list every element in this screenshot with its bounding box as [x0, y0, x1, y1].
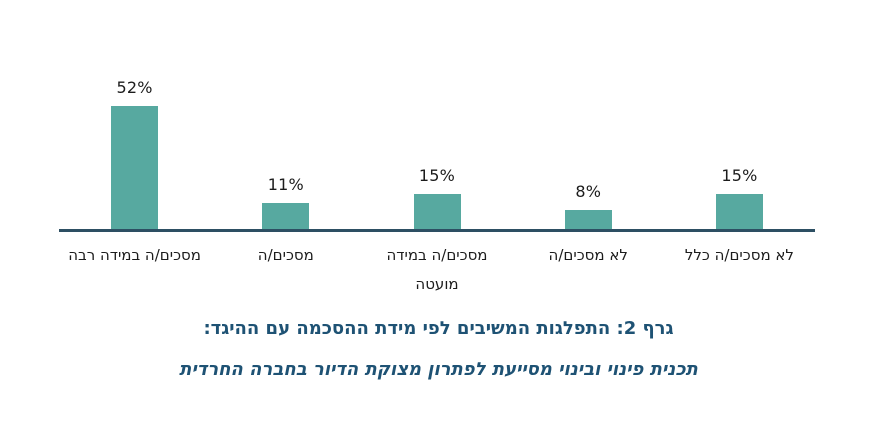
category-axis-labels: מסכים/ה במידה רבה מסכים/ה מסכים/ה במידה מוע…	[59, 241, 815, 299]
bar-column: 11%	[210, 0, 361, 229]
category-label-line: מסכים/ה	[257, 246, 314, 264]
category-label: מסכים/ה במידה מועטה	[361, 241, 512, 299]
bar	[262, 203, 310, 229]
category-label-line: לא מסכים/ה	[548, 246, 628, 264]
category-label: לא מסכים/ה	[513, 241, 664, 299]
bar-column: 8%	[513, 0, 664, 229]
bar	[111, 106, 159, 229]
category-label-line: מסכים/ה במידה	[386, 246, 488, 264]
bar	[413, 194, 461, 229]
chart-title: גרף 2: התפלגות המשיבים לפי מידת ההסכמה ע…	[203, 318, 674, 339]
bar-value-label: 15%	[418, 166, 456, 185]
bar-chart-plot-area: 52% 11% 15% 8% 15%	[59, 0, 815, 229]
bar-value-label: 52%	[116, 78, 153, 97]
category-label-line: מועטה	[415, 275, 459, 293]
bar-value-label: 8%	[575, 182, 602, 201]
x-axis-line	[59, 229, 815, 232]
bar-value-label: 15%	[721, 166, 758, 185]
category-label: מסכים/ה במידה רבה	[59, 241, 210, 299]
category-label-line: לא מסכים/ה כלל	[684, 246, 794, 264]
category-label: לא מסכים/ה כלל	[664, 241, 815, 299]
bar-column: 15%	[664, 0, 815, 229]
chart-subtitle: תכנית פינוי ובינוי מסייעת לפתרון מצוקת ה…	[179, 359, 698, 380]
bar-column: 15%	[361, 0, 512, 229]
bar	[715, 194, 763, 229]
category-label-line: מסכים/ה במידה רבה	[68, 246, 201, 264]
bar	[564, 210, 612, 229]
bar-column: 52%	[59, 0, 210, 229]
category-label: מסכים/ה	[210, 241, 361, 299]
bar-value-label: 11%	[267, 175, 304, 194]
